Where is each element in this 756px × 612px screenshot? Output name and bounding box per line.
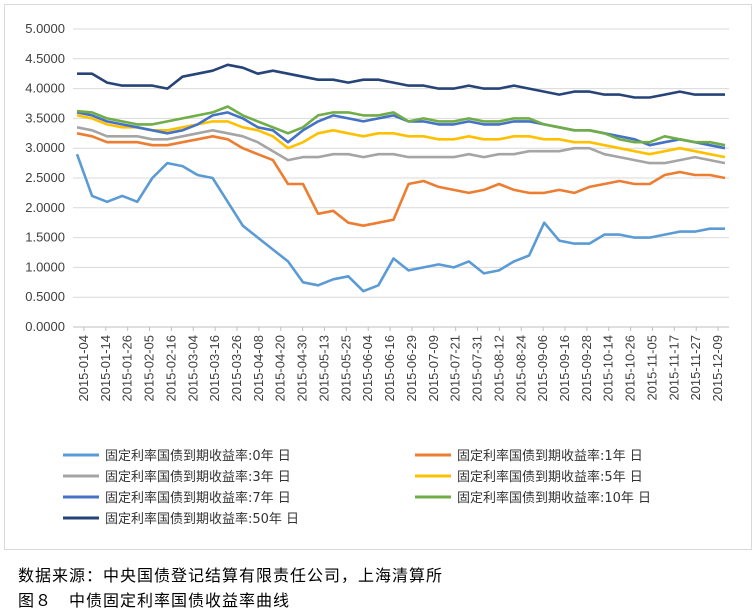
series-line-3 xyxy=(76,114,726,159)
x-axis: 2015-01-04 2015-01-14 2015-01-26 2015-02-05… xyxy=(76,327,725,402)
legend-label-2: 固定利率国债到期收益率:3年 日 xyxy=(105,469,291,485)
x-tick-label: 2015-04-30 xyxy=(295,335,310,402)
x-tick-label: 2015-09-28 xyxy=(579,335,594,402)
x-tick-label: 2015-06-04 xyxy=(360,335,375,402)
y-tick-label: 3.0000 xyxy=(25,140,65,155)
y-tick-label: 4.0000 xyxy=(25,81,65,96)
series-line-0 xyxy=(75,153,725,293)
x-tick-label: 2015-10-26 xyxy=(623,335,638,402)
x-tick-label: 2015-01-14 xyxy=(98,335,113,402)
y-tick-label: 4.5000 xyxy=(25,51,65,66)
series-line-5 xyxy=(76,105,726,147)
yield-line-chart: 0.0000 0.5000 1.0000 1.5000 2.0000 2.5000 3.00… xyxy=(25,21,729,527)
series-line-6 xyxy=(77,63,725,99)
series-lines xyxy=(75,63,726,293)
y-tick-label: 5.0000 xyxy=(25,21,65,36)
legend-label-0: 固定利率国债到期收益率:0年 日 xyxy=(105,448,291,464)
chart-frame: 0.0000 0.5000 1.0000 1.5000 2.0000 2.5000 3.00… xyxy=(4,4,752,550)
x-tick-label: 2015-09-16 xyxy=(557,335,572,402)
y-tick-label: 0.5000 xyxy=(25,289,65,304)
x-tick-label: 2015-01-26 xyxy=(120,335,135,402)
x-tick-label: 2015-08-12 xyxy=(491,335,506,402)
y-tick-label: 2.0000 xyxy=(25,200,65,215)
grid-lines xyxy=(73,28,729,328)
figure-caption: 图８ 中债固定利率国债收益率曲线 xyxy=(18,591,291,610)
x-tick-label: 2015-01-04 xyxy=(76,335,91,402)
x-tick-label: 2015-08-24 xyxy=(513,335,528,402)
y-tick-label: 3.5000 xyxy=(25,110,65,125)
x-tick-label: 2015-04-20 xyxy=(273,335,288,402)
legend-label-5: 固定利率国债到期收益率:10年 日 xyxy=(457,490,651,506)
x-tick-label: 2015-12-09 xyxy=(710,335,725,402)
x-tick-label: 2015-05-13 xyxy=(316,335,331,402)
x-tick-label: 2015-04-08 xyxy=(251,335,266,402)
x-tick-label: 2015-02-05 xyxy=(142,335,157,402)
x-tick-label: 2015-06-16 xyxy=(382,335,397,402)
series-line-1 xyxy=(76,132,726,227)
x-tick-label: 2015-11-27 xyxy=(688,335,703,401)
y-tick-label: 1.0000 xyxy=(25,259,65,274)
x-tick-label: 2015-10-14 xyxy=(601,335,616,402)
data-source-note: 数据来源：中央国债登记结算有限责任公司，上海清算所 xyxy=(18,566,444,585)
y-tick-label: 2.5000 xyxy=(25,170,65,185)
y-tick-label: 1.5000 xyxy=(25,230,65,245)
y-tick-label: 0.0000 xyxy=(25,319,65,334)
series-line-2 xyxy=(76,126,726,165)
x-tick-label: 2015-03-26 xyxy=(229,335,244,402)
x-tick-label: 2015-03-04 xyxy=(185,335,200,402)
legend-label-6: 固定利率国债到期收益率:50年 日 xyxy=(105,511,299,527)
y-axis: 0.0000 0.5000 1.0000 1.5000 2.0000 2.5000 3.00… xyxy=(25,21,65,334)
x-tick-label: 2015-09-06 xyxy=(535,335,550,402)
x-tick-label: 2015-07-31 xyxy=(470,335,485,402)
legend-label-3: 固定利率国债到期收益率:5年 日 xyxy=(457,469,643,485)
x-tick-label: 2015-05-25 xyxy=(338,335,353,402)
x-tick-label: 2015-07-21 xyxy=(448,335,463,402)
x-tick-label: 2015-11-17 xyxy=(666,335,681,401)
x-tick-label: 2015-03-16 xyxy=(207,335,222,402)
legend: 固定利率国债到期收益率:0年 日固定利率国债到期收益率:1年 日固定利率国债到期… xyxy=(63,448,651,527)
legend-label-1: 固定利率国债到期收益率:1年 日 xyxy=(457,448,643,464)
x-tick-label: 2015-07-09 xyxy=(426,335,441,402)
x-tick-label: 2015-06-29 xyxy=(404,335,419,402)
x-tick-label: 2015-11-05 xyxy=(644,335,659,401)
legend-label-4: 固定利率国债到期收益率:7年 日 xyxy=(105,490,291,506)
x-tick-label: 2015-02-16 xyxy=(163,335,178,402)
